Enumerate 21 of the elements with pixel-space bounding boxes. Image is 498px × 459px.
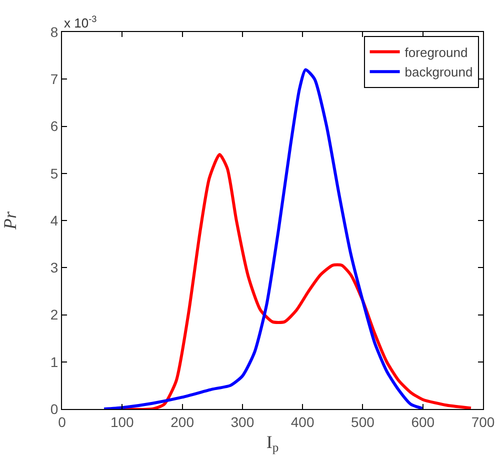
x-tick-label: 500 — [351, 414, 375, 430]
y-tick-label: 8 — [50, 24, 58, 40]
y-tick-label: 1 — [50, 354, 58, 370]
x-tick-label: 100 — [110, 414, 134, 430]
y-axis-title: Pr — [0, 210, 20, 230]
y-tick-label: 4 — [50, 212, 58, 228]
x-axis-title: I$_{p}$ — [266, 432, 279, 455]
y-tick-label: 2 — [50, 306, 58, 323]
y-tick-label: 0 — [50, 400, 58, 417]
x-tick-label: 600 — [411, 414, 435, 430]
x-tick-label: 200 — [170, 414, 194, 430]
y-tick-label: 5 — [50, 165, 58, 182]
legend-label: foreground — [404, 44, 468, 60]
y-tick-label: 7 — [50, 71, 58, 88]
y-tick-label: 3 — [50, 260, 58, 276]
x-tick-label: 400 — [290, 414, 314, 430]
y-tick-label: 6 — [50, 118, 58, 134]
legend-label: background — [404, 64, 473, 80]
x-tick-label: 700 — [471, 414, 495, 430]
x-tick-label: 300 — [230, 414, 254, 430]
text: x 10$^{-3}$ — [64, 14, 97, 30]
